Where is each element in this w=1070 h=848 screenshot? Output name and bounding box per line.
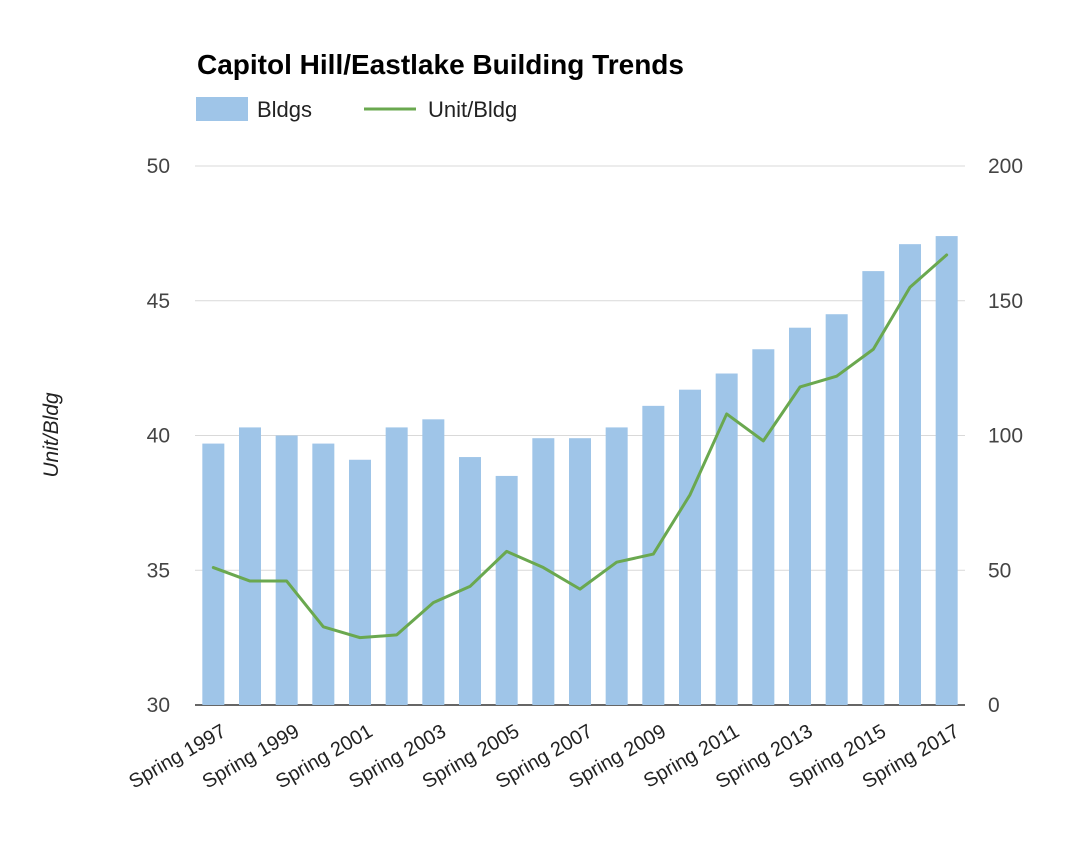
chart-title: Capitol Hill/Eastlake Building Trends [197, 49, 684, 80]
bar [862, 271, 885, 705]
left-tick-label: 35 [147, 559, 170, 582]
bar [532, 438, 555, 705]
y-axis-title: Unit/Bldg [40, 392, 63, 478]
series-line [211, 253, 949, 640]
left-axis-ticks: 50 45 40 35 30 [147, 155, 170, 717]
bar [312, 443, 335, 705]
legend-label-bldgs: Bldgs [257, 97, 312, 122]
bar [935, 236, 958, 705]
bar-series-bldgs [202, 236, 958, 705]
right-tick-label: 200 [988, 155, 1023, 178]
legend-swatch-bldgs [196, 97, 248, 121]
bar [825, 314, 848, 705]
bar [495, 475, 518, 705]
bar [239, 427, 261, 705]
legend-label-unit-bldg: Unit/Bldg [428, 97, 517, 122]
bar [715, 373, 738, 705]
bar [899, 244, 921, 705]
right-tick-label: 150 [988, 290, 1023, 313]
legend: Bldgs Unit/Bldg [196, 97, 517, 122]
bar [679, 389, 701, 705]
bar [385, 427, 408, 705]
bar [605, 427, 628, 705]
bar [752, 349, 775, 705]
right-tick-label: 0 [988, 694, 1000, 717]
right-axis-ticks: 200 150 100 50 0 [988, 155, 1023, 717]
bar [349, 459, 371, 705]
line-series-unit-bldg [211, 253, 949, 640]
bar [202, 443, 225, 705]
left-tick-label: 30 [147, 694, 170, 717]
left-tick-label: 40 [147, 425, 170, 448]
bar [459, 457, 481, 705]
right-tick-label: 100 [988, 425, 1023, 448]
left-tick-label: 50 [147, 155, 170, 178]
bar [569, 438, 591, 705]
bar [275, 435, 298, 705]
bar [422, 419, 445, 705]
left-tick-label: 45 [147, 290, 170, 313]
bar [789, 327, 811, 705]
right-tick-label: 50 [988, 559, 1011, 582]
